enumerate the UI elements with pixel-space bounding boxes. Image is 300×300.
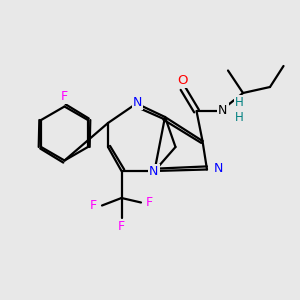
Text: H: H bbox=[235, 96, 244, 109]
Text: N: N bbox=[218, 104, 228, 117]
Text: N: N bbox=[149, 165, 159, 178]
Text: N: N bbox=[133, 96, 142, 109]
Text: F: F bbox=[118, 220, 125, 233]
Text: N: N bbox=[214, 162, 223, 175]
Text: F: F bbox=[146, 196, 153, 209]
Text: F: F bbox=[61, 89, 68, 103]
Text: F: F bbox=[90, 199, 97, 212]
Text: H: H bbox=[235, 111, 244, 124]
Text: O: O bbox=[177, 74, 188, 87]
